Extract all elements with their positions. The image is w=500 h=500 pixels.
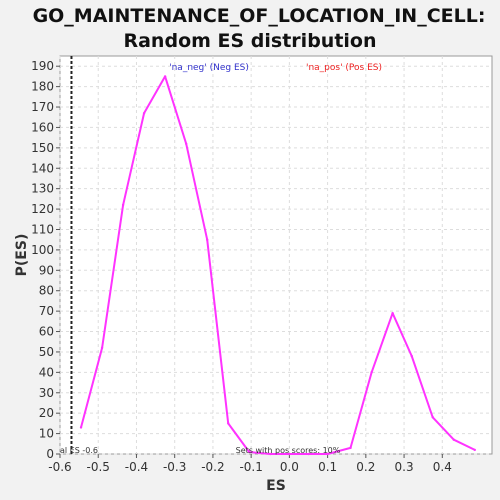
- legend-neg: 'na_neg' (Neg ES): [169, 63, 249, 73]
- data-point: [288, 452, 291, 456]
- data-point: [431, 416, 434, 419]
- y-tick-label: 180: [31, 80, 54, 94]
- x-tick-label: -0.4: [125, 460, 148, 474]
- x-tick-label: -0.5: [87, 460, 110, 474]
- y-tick-label: 40: [39, 365, 54, 379]
- data-point: [142, 111, 146, 115]
- x-tick-label: -0.3: [163, 460, 186, 474]
- y-tick-label: 140: [31, 161, 54, 175]
- y-axis-label: P(ES): [14, 234, 30, 277]
- data-point: [391, 311, 394, 315]
- data-point: [184, 142, 188, 145]
- y-tick-label: 100: [31, 243, 54, 257]
- y-tick-label: 50: [39, 345, 54, 359]
- data-point: [473, 448, 476, 452]
- x-tick-label: -0.6: [48, 460, 71, 474]
- actual-es-label: al ES -0.6: [60, 446, 98, 455]
- x-tick-label: 0.0: [280, 460, 299, 474]
- y-tick-label: 160: [31, 120, 54, 134]
- data-point: [349, 446, 352, 450]
- chart-title-line2: Random ES distribution: [123, 30, 376, 52]
- es-distribution-line: [80, 75, 476, 455]
- x-axis-label: ES: [266, 478, 286, 494]
- x-tick-label: -0.2: [201, 460, 224, 474]
- data-point: [307, 452, 310, 456]
- y-tick-label: 120: [31, 202, 54, 216]
- x-tick-label: 0.2: [356, 460, 375, 474]
- grid-lines: [59, 56, 492, 455]
- y-tick-label: 20: [39, 406, 54, 420]
- data-point: [100, 346, 104, 350]
- data-point: [121, 203, 125, 207]
- data-point: [227, 422, 230, 425]
- y-tick-label: 150: [31, 141, 54, 155]
- chart-title-line1: GO_MAINTENANCE_OF_LOCATION_IN_CELL:: [33, 5, 486, 27]
- x-tick-label: 0.1: [318, 460, 337, 474]
- y-tick-label: 90: [39, 263, 54, 277]
- y-tick-label: 110: [31, 222, 54, 236]
- y-tick-label: 190: [31, 59, 54, 73]
- y-tick-label: 60: [39, 325, 54, 339]
- legend-pos: 'na_pos' (Pos ES): [306, 63, 382, 73]
- axes: 0 10 20 30 40 50 60 70 80 90 100 110 120 130 140 150 160…: [31, 59, 452, 474]
- y-tick-label: 80: [39, 284, 54, 298]
- data-point: [326, 452, 329, 456]
- data-point: [79, 426, 83, 429]
- data-point: [269, 452, 272, 456]
- data-point: [452, 438, 455, 441]
- data-point: [248, 450, 251, 454]
- data-point: [410, 354, 413, 358]
- y-tick-label: 130: [31, 182, 54, 196]
- pos-scores-label: Sets with pos scores: 10%: [236, 446, 341, 455]
- data-point: [205, 238, 209, 241]
- y-tick-label: 170: [31, 100, 54, 114]
- data-point: [370, 371, 373, 374]
- y-tick-label: 10: [39, 427, 54, 441]
- data-point: [163, 75, 167, 78]
- x-tick-label: 0.3: [395, 460, 414, 474]
- x-tick-label: 0.4: [433, 460, 452, 474]
- x-tick-label: -0.1: [239, 460, 262, 474]
- y-tick-label: 0: [46, 447, 54, 461]
- plot-area: [59, 55, 493, 455]
- y-tick-label: 30: [39, 386, 54, 400]
- series-layer: [79, 75, 476, 456]
- y-tick-label: 70: [39, 304, 54, 318]
